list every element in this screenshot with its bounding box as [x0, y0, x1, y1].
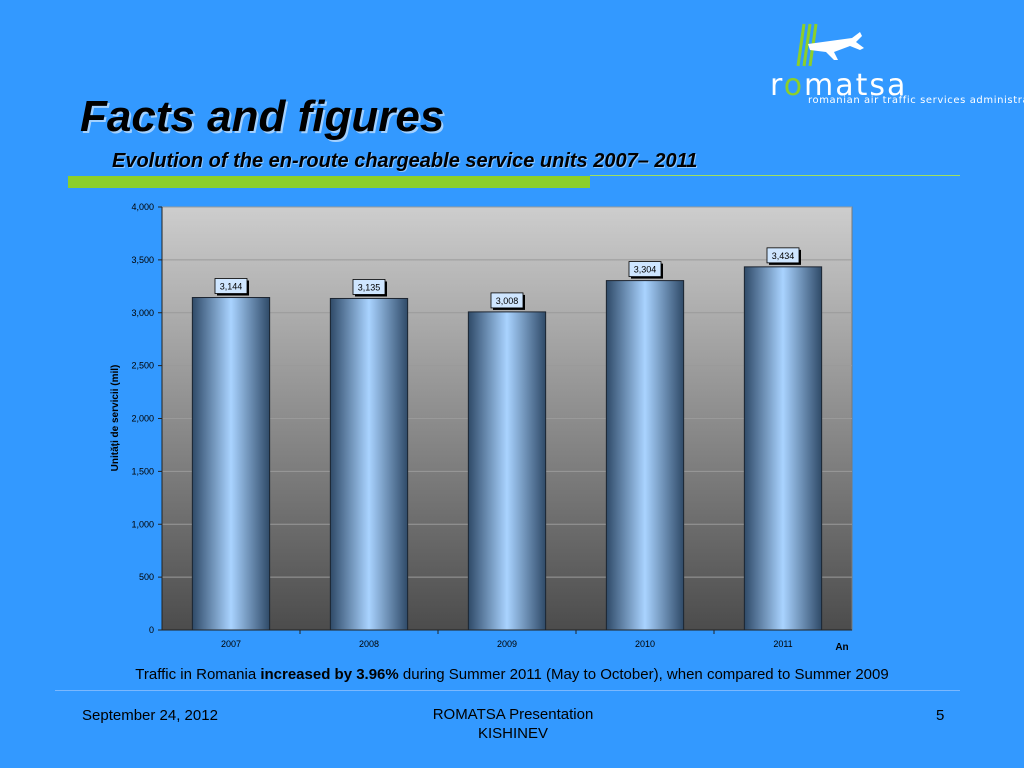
bar-2009: [467, 311, 547, 631]
data-label-2009: 3,008: [496, 296, 519, 306]
service-units-chart: 3,144 3,135 3,008 3,304 3,434 0 500 1,000 1,500…: [100, 198, 880, 665]
y-tick-label: 4,000: [131, 202, 154, 212]
slide-subtitle: Evolution of the en-route chargeable ser…: [112, 150, 698, 172]
y-tick-label: 2,500: [131, 361, 154, 371]
page-number: 5: [936, 707, 945, 724]
slide-title: Facts and figures: [80, 92, 445, 141]
y-tick-label: 0: [149, 625, 154, 635]
bar-chart-svg: 3,144 3,135 3,008 3,304 3,434 0 500 1,000 1,500…: [110, 202, 853, 653]
x-tick-label-2007: 2007: [221, 639, 241, 649]
data-label-2007: 3,144: [220, 282, 243, 292]
caption-divider: [55, 690, 960, 691]
bar-2007: [191, 297, 271, 631]
footer-line-1: ROMATSA Presentation: [432, 706, 594, 723]
y-tick-label: 2,000: [131, 414, 154, 424]
bar-2010: [605, 280, 685, 631]
data-label-box: [490, 292, 524, 309]
footer-line-2: KISHINEV: [477, 725, 549, 742]
logo-tagline: romanian air traffic services administra…: [808, 95, 1024, 106]
y-tick-label: 3,000: [131, 308, 154, 318]
airplane-icon: [796, 23, 864, 67]
bar-2008: [329, 297, 409, 631]
caption-text-after: during Summer 2011 (May to October), whe…: [398, 666, 889, 683]
traffic-caption: Traffic in Romania increased by 3.96% du…: [0, 666, 1024, 683]
caption-text-before: Traffic in Romania: [135, 666, 261, 683]
data-label-box: [766, 247, 800, 264]
y-tick-label: 3,500: [131, 255, 154, 265]
x-tick-label-2009: 2009: [497, 639, 517, 649]
data-label-box: [352, 279, 386, 295]
bar-2011: [743, 266, 823, 631]
x-tick-label-2010: 2010: [635, 639, 655, 649]
data-label-2011: 3,434: [772, 251, 795, 261]
romatsa-logo: romatsa romanian air traffic services ad…: [770, 18, 1024, 118]
x-axis-title: An: [835, 642, 848, 653]
x-tick-label-2011: 2011: [773, 639, 792, 649]
data-label-2010: 3,304: [634, 265, 657, 275]
title-underline-bar: [68, 176, 590, 188]
y-axis-title: Unități de servicii (mil): [110, 365, 121, 472]
data-label-2008: 3,135: [358, 282, 381, 292]
data-label-box: [628, 261, 662, 278]
data-label-box: [214, 278, 248, 294]
footer-presentation-title: ROMATSA Presentation KISHINEV: [398, 705, 628, 743]
y-tick-label: 1,500: [131, 466, 154, 476]
y-tick-label: 500: [139, 572, 154, 582]
title-underline-rule: [590, 175, 960, 176]
y-tick-label: 1,000: [131, 519, 154, 529]
x-tick-label-2008: 2008: [359, 639, 379, 649]
logo-wordmark: romatsa: [770, 68, 908, 103]
caption-highlight: increased by 3.96%: [260, 666, 399, 683]
footer-date: September 24, 2012: [82, 707, 218, 724]
